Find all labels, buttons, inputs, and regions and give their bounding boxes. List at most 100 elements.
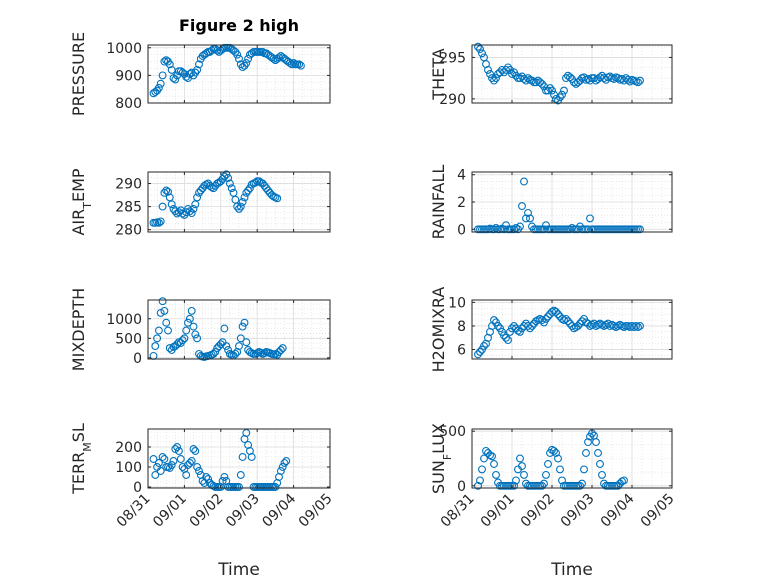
data-point <box>156 308 165 317</box>
data-point <box>158 453 167 461</box>
x-axis-label: Time <box>217 560 260 580</box>
data-point <box>594 320 602 329</box>
data-point <box>189 204 198 213</box>
panel-7: 0 100 200 TERRMSL 08/3109/0109/0209/0309/040… <box>69 423 336 580</box>
data-point <box>160 455 169 463</box>
y-axis-label: MIXDEPTH <box>69 288 88 371</box>
data-point <box>490 76 498 85</box>
data-point <box>552 94 560 103</box>
data-point <box>242 59 251 67</box>
data-point <box>590 319 598 328</box>
data-point <box>271 483 280 491</box>
data-point <box>538 79 546 88</box>
data-point <box>153 334 162 343</box>
data-point <box>564 317 572 326</box>
data-point <box>482 446 490 455</box>
y-tick-label: 280 <box>115 223 142 239</box>
y-tick-label: 0 <box>133 351 142 367</box>
data-point <box>554 454 562 463</box>
data-point <box>558 476 566 485</box>
data-point <box>544 312 552 321</box>
data-point <box>484 65 492 74</box>
y-axis-label: RAINFALL <box>429 165 448 240</box>
data-point <box>600 322 608 330</box>
data-point <box>502 65 510 74</box>
y-tick-label: 1000 <box>106 312 142 328</box>
data-point <box>182 326 191 335</box>
data-point <box>636 322 644 330</box>
data-point <box>164 463 172 471</box>
data-point <box>165 60 174 69</box>
data-point <box>488 74 496 83</box>
y-tick-label: 4 <box>457 168 466 184</box>
data-point <box>606 322 614 330</box>
data-point <box>544 460 552 468</box>
y-axis-label: PRESSURE <box>69 32 88 116</box>
data-point <box>580 465 588 474</box>
data-point <box>222 342 231 351</box>
data-point <box>173 340 182 349</box>
data-point <box>222 170 231 179</box>
data-point <box>276 346 285 354</box>
data-point <box>578 479 586 488</box>
data-point <box>516 454 524 463</box>
axes-box <box>147 428 331 489</box>
data-point <box>238 453 247 461</box>
data-point <box>220 473 229 481</box>
data-point <box>158 202 167 211</box>
x-tick-label: 09/05 <box>638 491 678 531</box>
data-point <box>492 223 500 232</box>
axes-box <box>471 44 673 104</box>
data-point <box>220 324 229 333</box>
data-point <box>247 49 256 58</box>
data-point <box>510 481 518 490</box>
data-point <box>236 334 245 343</box>
data-point <box>235 342 243 351</box>
data-point <box>167 65 176 74</box>
data-point <box>586 214 594 223</box>
data-point <box>474 42 482 51</box>
data-point <box>209 349 218 358</box>
axes-box <box>471 428 673 489</box>
data-point <box>480 342 488 350</box>
data-point <box>524 208 532 217</box>
data-point <box>598 470 606 479</box>
data-point <box>154 459 163 467</box>
data-point <box>213 46 222 55</box>
data-point <box>620 476 628 485</box>
y-axis-label: TERRMSL <box>69 423 94 495</box>
data-point <box>490 225 498 234</box>
data-point <box>185 70 194 78</box>
data-point <box>238 198 247 206</box>
data-point <box>522 214 530 223</box>
y-tick-label: 8 <box>457 319 466 335</box>
data-point <box>594 449 602 457</box>
y-axis-label: AIRTEMP <box>69 168 94 235</box>
data-point <box>526 214 534 223</box>
data-point <box>606 72 614 81</box>
y-tick-label: 1000 <box>106 41 142 57</box>
x-axis-label: Time <box>550 560 593 580</box>
x-tick-label: 09/05 <box>296 491 336 531</box>
data-point <box>158 71 167 80</box>
data-point <box>154 83 163 92</box>
data-point <box>193 193 202 202</box>
data-point <box>160 306 169 315</box>
data-point <box>590 74 598 83</box>
data-point <box>225 179 234 188</box>
data-point <box>574 78 582 87</box>
data-point <box>216 340 225 349</box>
y-tick-label: 0 <box>457 222 466 238</box>
data-point <box>178 209 187 218</box>
data-point <box>156 217 165 226</box>
data-point <box>195 467 203 475</box>
data-point <box>295 60 304 69</box>
data-point <box>191 330 200 339</box>
data-point <box>586 76 594 85</box>
data-point <box>614 322 622 330</box>
data-point <box>240 318 249 327</box>
data-point <box>520 75 528 83</box>
y-tick-label: 290 <box>115 177 142 193</box>
data-point <box>634 78 642 87</box>
